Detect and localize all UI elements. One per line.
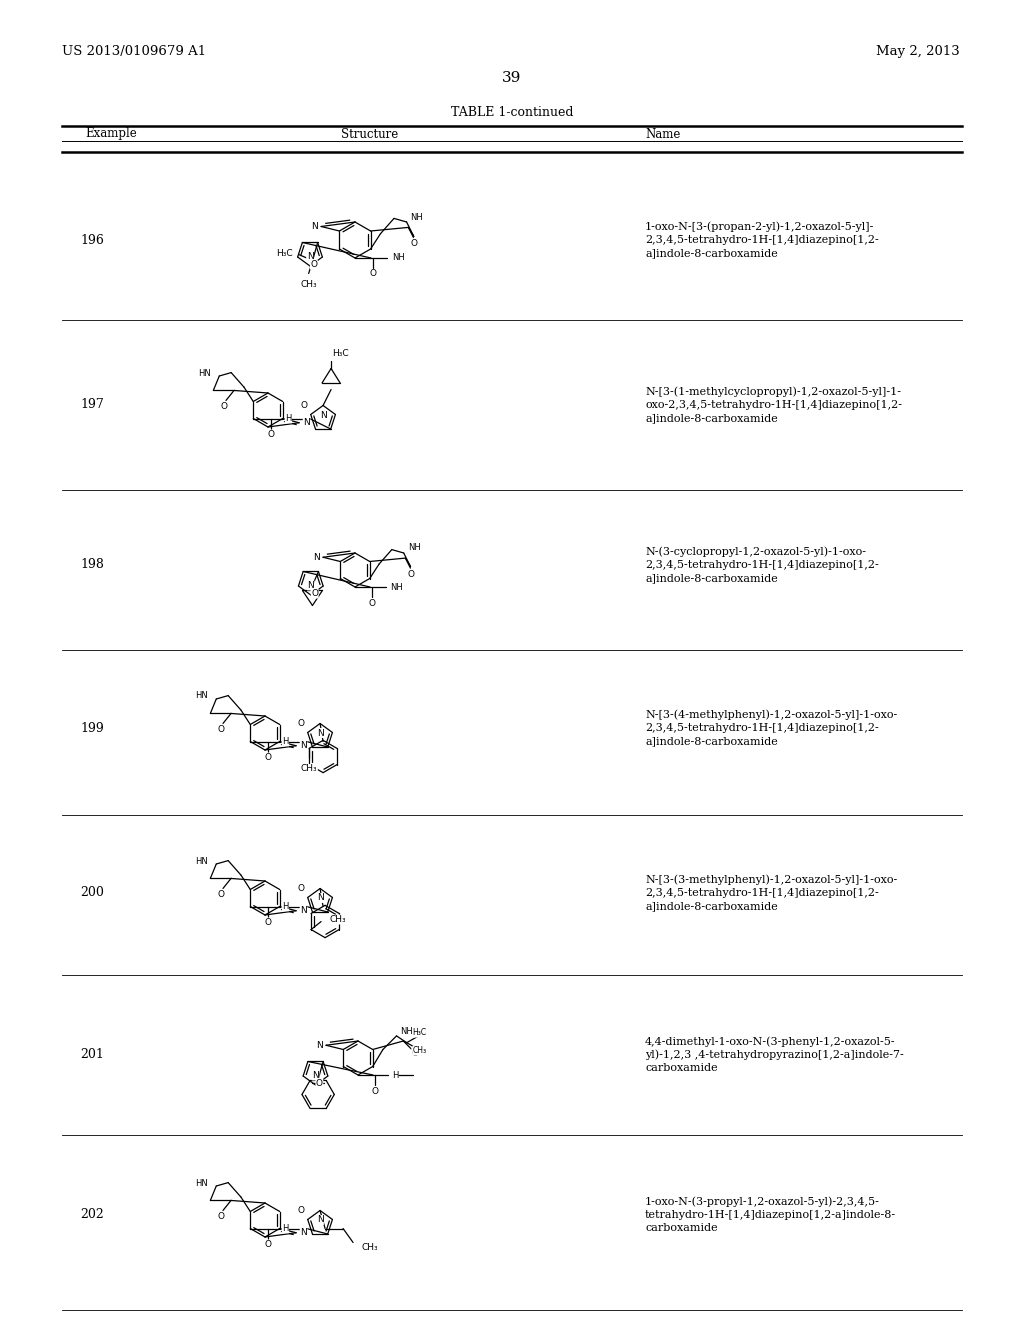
Text: 201: 201 — [80, 1048, 103, 1061]
Text: O: O — [408, 570, 415, 578]
Text: N: N — [316, 894, 324, 903]
Text: NH: NH — [411, 213, 423, 222]
Text: O: O — [267, 430, 274, 440]
Text: TABLE 1-continued: TABLE 1-continued — [451, 106, 573, 119]
Text: HN: HN — [199, 368, 211, 378]
Text: O: O — [412, 1048, 419, 1057]
Text: N-(3-cyclopropyl-1,2-oxazol-5-yl)-1-oxo-: N-(3-cyclopropyl-1,2-oxazol-5-yl)-1-oxo- — [645, 546, 866, 557]
Text: O: O — [264, 1239, 271, 1249]
Text: CH₃: CH₃ — [413, 1047, 427, 1055]
Text: CH₃: CH₃ — [329, 915, 346, 924]
Text: H: H — [392, 1071, 398, 1080]
Text: HN: HN — [196, 692, 208, 701]
Text: N-[3-(1-methylcyclopropyl)-1,2-oxazol-5-yl]-1-: N-[3-(1-methylcyclopropyl)-1,2-oxazol-5-… — [645, 387, 901, 397]
Text: N: N — [319, 411, 327, 420]
Text: O: O — [264, 917, 271, 927]
Text: O: O — [370, 269, 377, 279]
Text: CH₃: CH₃ — [361, 1243, 378, 1251]
Text: N: N — [316, 729, 324, 738]
Text: HN: HN — [196, 1179, 208, 1188]
Text: O: O — [411, 239, 418, 248]
Text: N-[3-(4-methylphenyl)-1,2-oxazol-5-yl]-1-oxo-: N-[3-(4-methylphenyl)-1,2-oxazol-5-yl]-1… — [645, 710, 897, 721]
Text: O: O — [217, 890, 224, 899]
Text: O: O — [264, 752, 271, 762]
Text: carboxamide: carboxamide — [645, 1063, 718, 1073]
Text: O: O — [217, 725, 224, 734]
Text: CH₃: CH₃ — [301, 764, 317, 774]
Text: 199: 199 — [80, 722, 103, 734]
Text: N: N — [303, 418, 310, 428]
Text: HN: HN — [196, 857, 208, 866]
Text: Structure: Structure — [341, 128, 398, 140]
Text: a]indole-8-carboxamide: a]indole-8-carboxamide — [645, 902, 778, 911]
Text: NH: NH — [408, 544, 421, 553]
Text: H: H — [283, 737, 289, 746]
Text: O: O — [311, 589, 318, 598]
Text: O: O — [369, 598, 376, 607]
Text: O: O — [301, 401, 308, 411]
Text: carboxamide: carboxamide — [645, 1224, 718, 1233]
Text: 200: 200 — [80, 887, 103, 899]
Text: H: H — [285, 414, 292, 422]
Text: O: O — [372, 1086, 379, 1096]
Text: 202: 202 — [80, 1209, 103, 1221]
Text: May 2, 2013: May 2, 2013 — [877, 45, 961, 58]
Text: N: N — [316, 1040, 323, 1049]
Text: a]indole-8-carboxamide: a]indole-8-carboxamide — [645, 248, 778, 257]
Text: H: H — [283, 1224, 289, 1233]
Text: N: N — [300, 907, 307, 915]
Text: H: H — [283, 902, 289, 911]
Text: a]indole-8-carboxamide: a]indole-8-carboxamide — [645, 413, 778, 422]
Text: O: O — [298, 719, 305, 729]
Text: NH: NH — [390, 582, 403, 591]
Text: 197: 197 — [80, 399, 103, 412]
Text: N: N — [300, 742, 307, 750]
Text: H₃C: H₃C — [413, 1028, 427, 1038]
Text: 2,3,4,5-tetrahydro-1H-[1,4]diazepino[1,2-: 2,3,4,5-tetrahydro-1H-[1,4]diazepino[1,2… — [645, 560, 879, 570]
Text: N-[3-(3-methylphenyl)-1,2-oxazol-5-yl]-1-oxo-: N-[3-(3-methylphenyl)-1,2-oxazol-5-yl]-1… — [645, 875, 897, 886]
Text: O: O — [217, 1212, 224, 1221]
Text: Name: Name — [645, 128, 680, 140]
Text: N: N — [316, 1216, 324, 1225]
Text: NH: NH — [400, 1027, 414, 1036]
Text: N: N — [300, 1228, 307, 1237]
Text: O: O — [298, 1206, 305, 1216]
Text: O: O — [315, 1078, 323, 1088]
Text: 2,3,4,5-tetrahydro-1H-[1,4]diazepino[1,2-: 2,3,4,5-tetrahydro-1H-[1,4]diazepino[1,2… — [645, 723, 879, 733]
Text: 2,3,4,5-tetrahydro-1H-[1,4]diazepino[1,2-: 2,3,4,5-tetrahydro-1H-[1,4]diazepino[1,2… — [645, 888, 879, 898]
Text: O: O — [298, 884, 305, 894]
Text: N: N — [307, 581, 314, 590]
Text: 198: 198 — [80, 558, 103, 572]
Text: N: N — [313, 553, 319, 562]
Text: oxo-2,3,4,5-tetrahydro-1H-[1,4]diazepino[1,2-: oxo-2,3,4,5-tetrahydro-1H-[1,4]diazepino… — [645, 400, 902, 411]
Text: CH₃: CH₃ — [300, 280, 317, 289]
Text: 196: 196 — [80, 234, 103, 247]
Text: US 2013/0109679 A1: US 2013/0109679 A1 — [62, 45, 206, 58]
Text: 1-oxo-N-(3-propyl-1,2-oxazol-5-yl)-2,3,4,5-: 1-oxo-N-(3-propyl-1,2-oxazol-5-yl)-2,3,4… — [645, 1197, 880, 1208]
Text: Example: Example — [85, 128, 137, 140]
Text: NH: NH — [392, 253, 406, 263]
Text: N: N — [306, 252, 313, 261]
Text: a]indole-8-carboxamide: a]indole-8-carboxamide — [645, 737, 778, 746]
Text: 2,3,4,5-tetrahydro-1H-[1,4]diazepino[1,2-: 2,3,4,5-tetrahydro-1H-[1,4]diazepino[1,2… — [645, 235, 879, 246]
Text: yl)-1,2,3 ,4-tetrahydropyrazino[1,2-a]indole-7-: yl)-1,2,3 ,4-tetrahydropyrazino[1,2-a]in… — [645, 1049, 904, 1060]
Text: O: O — [310, 260, 317, 269]
Text: 1-oxo-N-[3-(propan-2-yl)-1,2-oxazol-5-yl]-: 1-oxo-N-[3-(propan-2-yl)-1,2-oxazol-5-yl… — [645, 222, 874, 232]
Text: N: N — [312, 1071, 318, 1080]
Text: H₃C: H₃C — [332, 348, 349, 358]
Text: O: O — [220, 403, 227, 411]
Text: H₃C: H₃C — [276, 249, 293, 257]
Text: tetrahydro-1H-[1,4]diazepino[1,2-a]indole-8-: tetrahydro-1H-[1,4]diazepino[1,2-a]indol… — [645, 1210, 896, 1220]
Text: 4,4-dimethyl-1-oxo-N-(3-phenyl-1,2-oxazol-5-: 4,4-dimethyl-1-oxo-N-(3-phenyl-1,2-oxazo… — [645, 1036, 896, 1047]
Text: a]indole-8-carboxamide: a]indole-8-carboxamide — [645, 573, 778, 583]
Text: 39: 39 — [503, 71, 521, 84]
Text: N: N — [311, 222, 318, 231]
